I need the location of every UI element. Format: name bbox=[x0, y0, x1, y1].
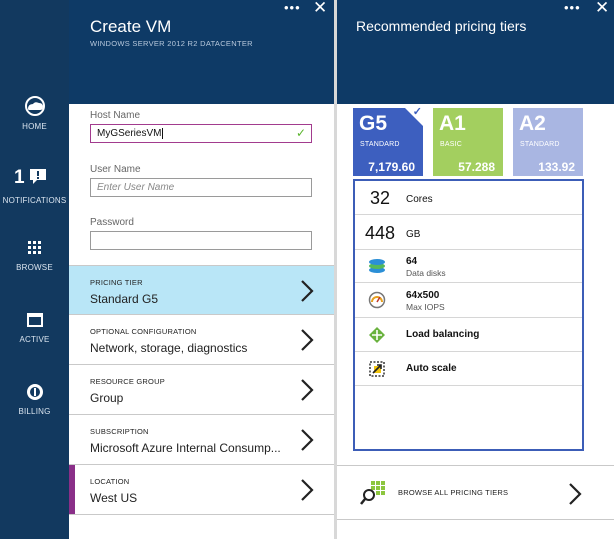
subscription-label: SUBSCRIPTION bbox=[90, 427, 149, 436]
browse-all-tiers-label: BROWSE ALL PRICING TIERS bbox=[398, 488, 509, 497]
data-disk-icon bbox=[369, 259, 385, 273]
subscription-row[interactable]: SUBSCRIPTION Microsoft Azure Internal Co… bbox=[69, 415, 334, 465]
pricing-blade: Recommended pricing tiers ••• ✕ G5 STAND… bbox=[337, 0, 614, 539]
selected-corner bbox=[405, 108, 423, 126]
data-disks-value: 64 bbox=[406, 256, 418, 267]
valid-check-icon: ✓ bbox=[295, 126, 306, 140]
iops-value: 64x500 bbox=[406, 290, 440, 301]
tier-a2-name: A2 bbox=[519, 112, 546, 135]
nav-home-label: HOME bbox=[22, 122, 47, 131]
browse-grid-icon bbox=[27, 241, 41, 254]
browse-all-tiers-row[interactable]: BROWSE ALL PRICING TIERS bbox=[337, 465, 614, 520]
cores-value: 32 bbox=[370, 188, 391, 208]
tier-a1-price: 57.288 bbox=[458, 160, 495, 174]
pricing-tier-value: Standard G5 bbox=[90, 292, 159, 306]
location-value: West US bbox=[90, 491, 138, 505]
tier-a2-sub: STANDARD bbox=[520, 141, 560, 148]
billing-icon bbox=[26, 384, 43, 400]
password-input[interactable] bbox=[90, 231, 312, 250]
optional-configuration-value: Network, storage, diagnostics bbox=[90, 341, 248, 355]
nav-browse-label: BROWSE bbox=[16, 263, 53, 272]
nav-active-label: ACTIVE bbox=[19, 335, 50, 344]
create-vm-title: Create VM bbox=[90, 17, 172, 36]
more-options-icon[interactable]: ••• bbox=[284, 0, 301, 15]
tier-a2[interactable]: A2 STANDARD 133.92 bbox=[513, 108, 583, 176]
tier-a1-name: A1 bbox=[439, 112, 466, 135]
resource-group-row[interactable]: RESOURCE GROUP Group bbox=[69, 365, 334, 415]
host-name-input[interactable]: MyGSeriesVM ✓ bbox=[90, 124, 312, 143]
auto-scale-label: Auto scale bbox=[406, 363, 457, 374]
notification-icon bbox=[30, 169, 46, 184]
selected-check-icon: ✓ bbox=[412, 106, 422, 118]
nav-active[interactable]: ACTIVE bbox=[0, 310, 69, 344]
data-disks-label: Data disks bbox=[406, 268, 446, 278]
tier-g5-price: 7,179.60 bbox=[368, 160, 415, 174]
feature-iops: 64x500 Max IOPS bbox=[355, 283, 582, 318]
user-name-input[interactable]: Enter User Name bbox=[90, 178, 312, 197]
nav-browse[interactable]: BROWSE bbox=[0, 238, 69, 272]
create-vm-blade: Create VM WINDOWS SERVER 2012 R2 DATACEN… bbox=[69, 0, 334, 539]
chevron-right-icon bbox=[301, 429, 314, 451]
optional-configuration-row[interactable]: OPTIONAL CONFIGURATION Network, storage,… bbox=[69, 315, 334, 365]
location-label: LOCATION bbox=[90, 477, 130, 486]
location-accent bbox=[69, 465, 75, 514]
resource-group-value: Group bbox=[90, 391, 124, 405]
chevron-right-icon bbox=[301, 329, 314, 351]
nav-notifications[interactable]: 1 NOTIFICATIONS bbox=[0, 165, 69, 205]
nav-home[interactable]: HOME bbox=[0, 95, 69, 131]
tier-a2-price: 133.92 bbox=[538, 160, 575, 174]
chevron-right-icon bbox=[569, 483, 582, 505]
pricing-tier-label: PRICING TIER bbox=[90, 278, 143, 287]
host-name-label: Host Name bbox=[90, 110, 141, 121]
memory-value: 448 bbox=[365, 223, 396, 243]
left-nav: HOME 1 NOTIFICATIONS BROWSE ACTIVE bbox=[0, 0, 69, 539]
user-name-placeholder: Enter User Name bbox=[97, 182, 175, 193]
memory-unit: GB bbox=[406, 229, 421, 240]
password-label: Password bbox=[90, 217, 134, 228]
chevron-right-icon bbox=[301, 379, 314, 401]
cloud-icon bbox=[24, 96, 45, 116]
nav-billing-label: BILLING bbox=[18, 407, 51, 416]
create-vm-header: Create VM WINDOWS SERVER 2012 R2 DATACEN… bbox=[69, 0, 334, 104]
nav-billing[interactable]: BILLING bbox=[0, 382, 69, 416]
feature-memory: 448 GB bbox=[355, 215, 582, 250]
user-name-label: User Name bbox=[90, 164, 141, 175]
load-balancing-icon bbox=[369, 327, 385, 343]
optional-configuration-label: OPTIONAL CONFIGURATION bbox=[90, 327, 197, 336]
blade-divider bbox=[334, 0, 337, 539]
tier-g5-sub: STANDARD bbox=[360, 141, 400, 148]
tier-details-panel: 32 Cores 448 GB 64 Data disks 64x500 Max… bbox=[353, 179, 584, 451]
tier-a1[interactable]: A1 BASIC 57.288 bbox=[433, 108, 503, 176]
auto-scale-icon bbox=[369, 361, 385, 377]
chevron-right-icon bbox=[301, 280, 314, 302]
subscription-value: Microsoft Azure Internal Consump... bbox=[90, 441, 281, 455]
feature-load-balancing: Load balancing bbox=[355, 318, 582, 352]
pricing-header: Recommended pricing tiers ••• ✕ bbox=[337, 0, 614, 104]
cores-unit: Cores bbox=[406, 194, 433, 205]
iops-label: Max IOPS bbox=[406, 302, 445, 312]
location-row[interactable]: LOCATION West US bbox=[69, 465, 334, 515]
browse-tiers-icon bbox=[360, 481, 385, 505]
chevron-right-icon bbox=[301, 479, 314, 501]
active-window-icon bbox=[26, 313, 43, 327]
host-name-value: MyGSeriesVM bbox=[97, 128, 162, 139]
resource-group-label: RESOURCE GROUP bbox=[90, 377, 165, 386]
create-vm-subtitle: WINDOWS SERVER 2012 R2 DATACENTER bbox=[90, 39, 253, 48]
pricing-tier-row[interactable]: PRICING TIER Standard G5 bbox=[69, 265, 334, 315]
load-balancing-label: Load balancing bbox=[406, 329, 480, 340]
more-options-icon[interactable]: ••• bbox=[564, 0, 581, 15]
close-icon[interactable]: ✕ bbox=[595, 0, 610, 17]
nav-notifications-label: NOTIFICATIONS bbox=[2, 196, 67, 205]
tier-g5[interactable]: G5 STANDARD 7,179.60 ✓ bbox=[353, 106, 423, 176]
tier-g5-name: G5 bbox=[359, 112, 388, 135]
feature-auto-scale: Auto scale bbox=[355, 352, 582, 386]
pricing-title: Recommended pricing tiers bbox=[356, 18, 527, 34]
gauge-icon bbox=[368, 291, 386, 309]
tier-a1-sub: BASIC bbox=[440, 141, 463, 148]
close-icon[interactable]: ✕ bbox=[313, 0, 328, 17]
notification-count: 1 bbox=[14, 167, 25, 188]
feature-data-disks: 64 Data disks bbox=[355, 250, 582, 283]
feature-cores: 32 Cores bbox=[355, 181, 582, 215]
